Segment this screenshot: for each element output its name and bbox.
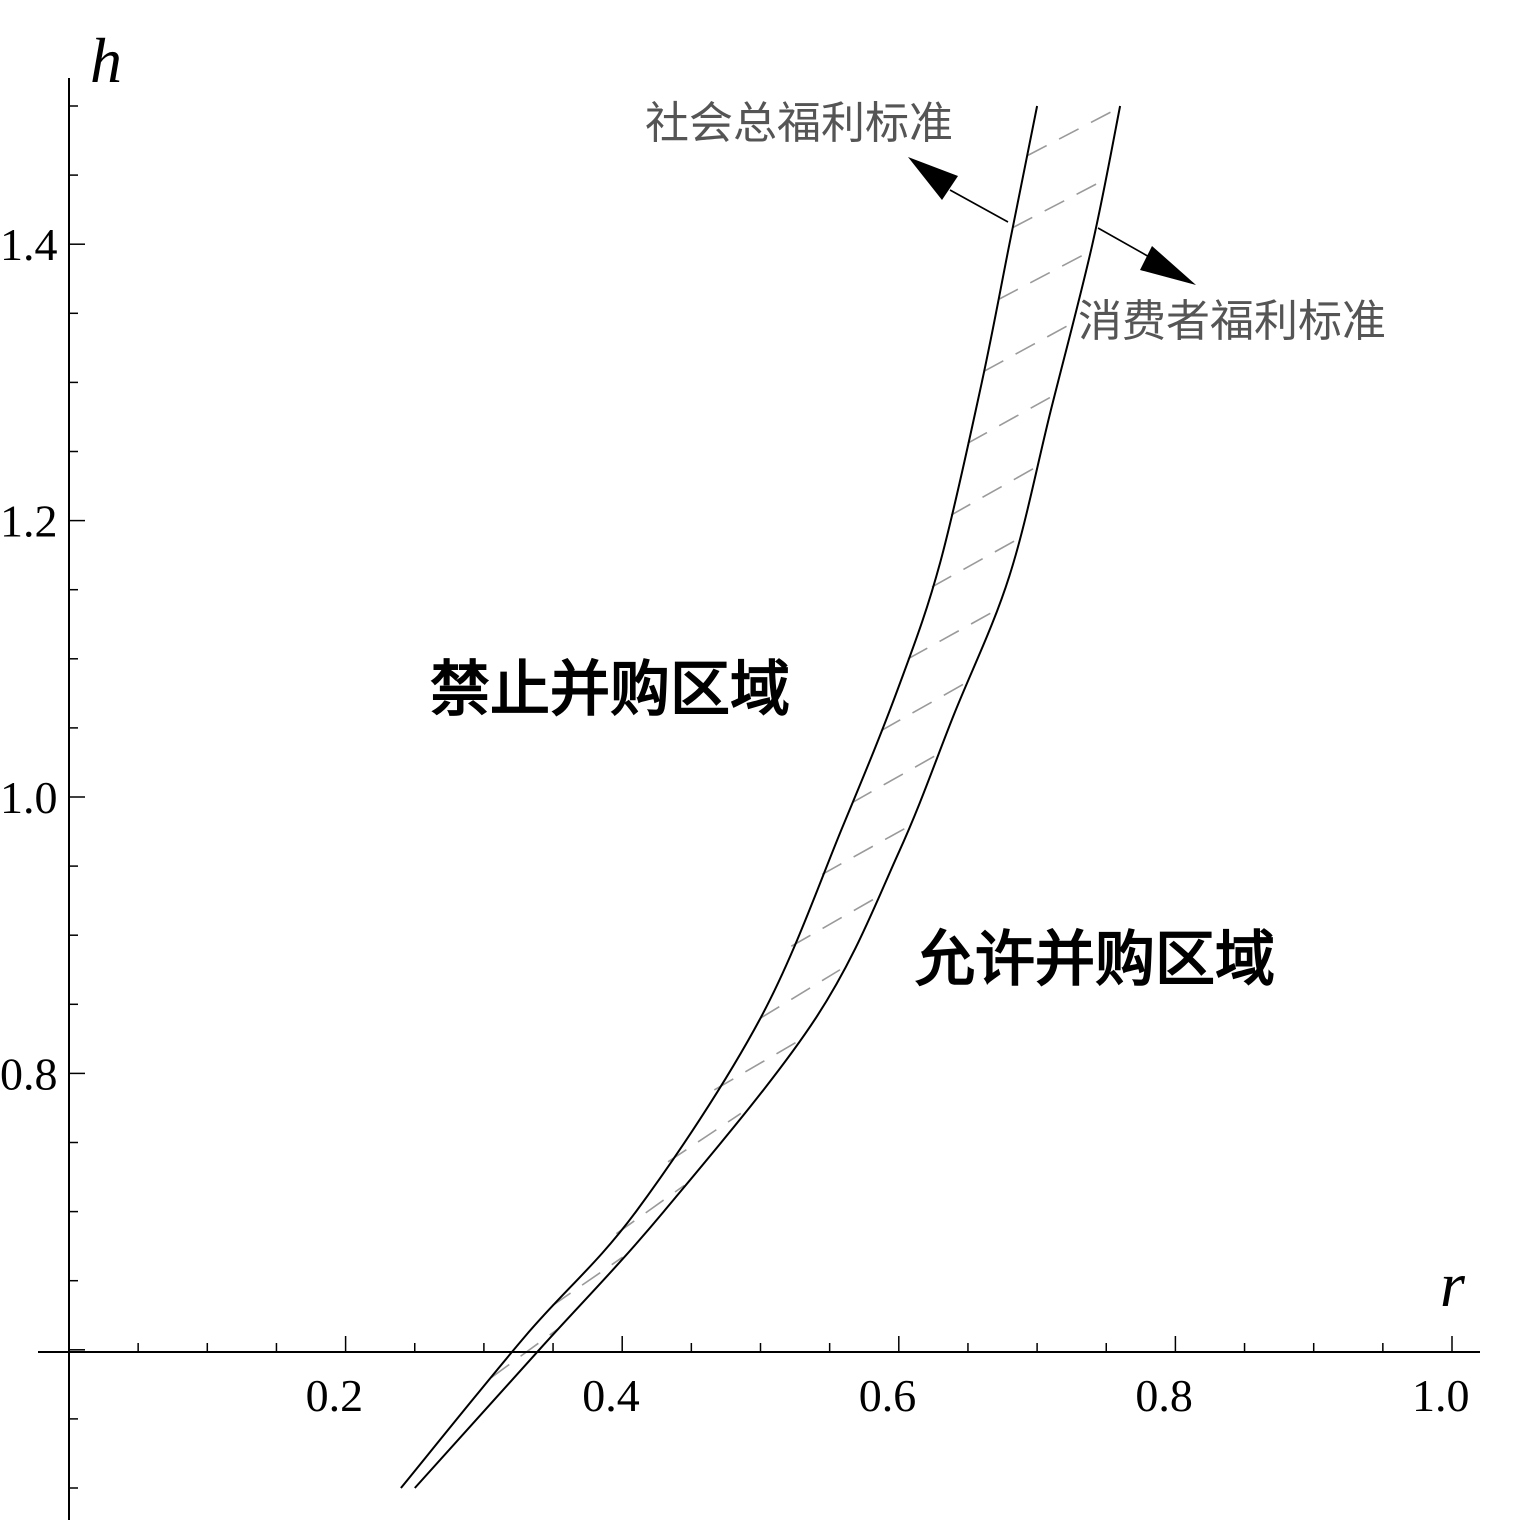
x-tick-label: 0.2 <box>306 1370 364 1421</box>
curve-label-consumer-welfare: 消费者福利标准 <box>1078 296 1386 347</box>
hatch-line <box>880 681 968 732</box>
x-tick-label: 1.0 <box>1412 1370 1470 1421</box>
hatch-line <box>790 897 877 947</box>
y-axis-title: h <box>90 25 122 96</box>
x-tick-label: 0.6 <box>859 1370 917 1421</box>
hatch-line <box>851 753 939 804</box>
hatch-line <box>821 825 910 876</box>
hatch-line <box>667 1112 742 1163</box>
hatch-line <box>967 394 1056 444</box>
hatch-line <box>713 1040 798 1091</box>
hatch-line <box>615 1184 685 1235</box>
x-axis-title: r <box>1440 1249 1466 1320</box>
arrowhead-social-welfare <box>908 157 958 200</box>
y-tick-label: 1.0 <box>0 772 58 823</box>
region-label-allow: 允许并购区域 <box>915 925 1275 995</box>
hatch-line <box>931 537 1020 588</box>
x-tick-label: 0.8 <box>1135 1370 1193 1421</box>
tick-layer: 0.2 0.4 0.6 0.8 1.0 0.8 1.0 1.2 1.4 <box>0 105 1470 1489</box>
hatch-band <box>490 106 1121 1379</box>
hatch-line <box>1026 106 1121 157</box>
hatch-line <box>950 466 1038 516</box>
curve-social-welfare <box>400 105 1039 1489</box>
hatch-line <box>490 1328 559 1379</box>
hatch-line <box>983 322 1074 373</box>
x-tick-label: 0.4 <box>582 1370 640 1421</box>
curve-layer <box>400 105 1122 1489</box>
hatch-line <box>760 969 841 1019</box>
curve-consumer-welfare <box>414 105 1122 1489</box>
hatch-line <box>998 250 1092 301</box>
curve-label-social-welfare: 社会总福利标准 <box>645 98 953 149</box>
hatch-line <box>551 1256 624 1307</box>
hatch-line <box>1012 178 1106 229</box>
arrow-social-welfare <box>949 189 1009 223</box>
hatch-line <box>907 609 996 660</box>
y-tick-label: 1.4 <box>0 219 58 270</box>
region-label-prohibit: 禁止并购区域 <box>430 655 790 725</box>
arrowhead-consumer-welfare <box>1140 246 1196 285</box>
y-tick-label: 0.8 <box>0 1048 58 1099</box>
y-tick-label: 1.2 <box>0 496 58 547</box>
